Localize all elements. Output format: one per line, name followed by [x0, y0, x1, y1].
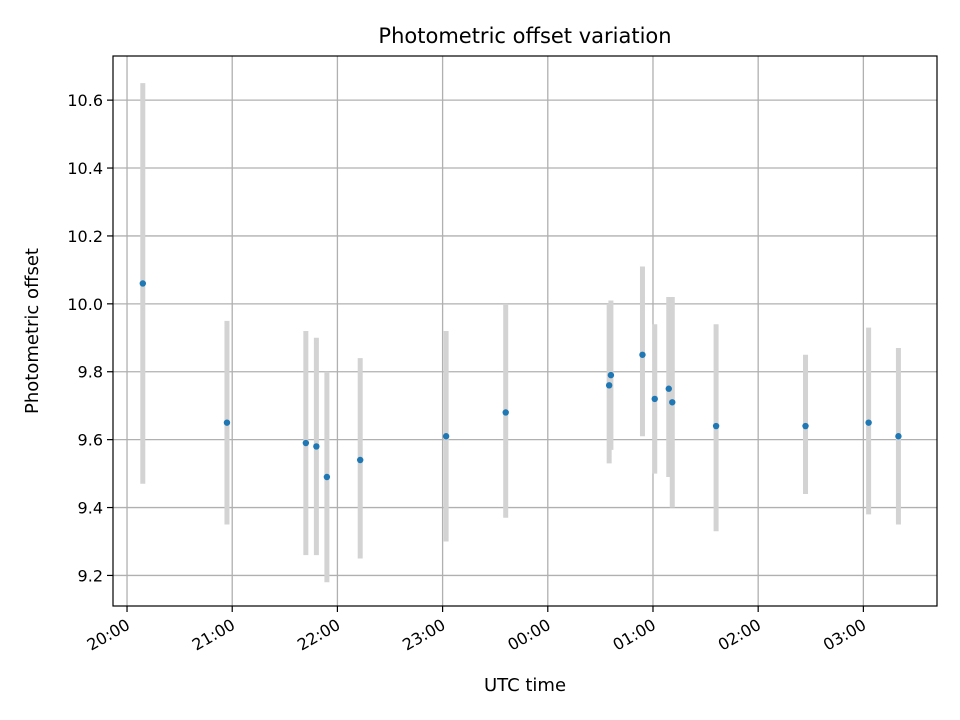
- y-tick-label: 9.4: [78, 499, 103, 518]
- x-axis-label: UTC time: [484, 675, 566, 696]
- data-point: [802, 422, 809, 430]
- plot-frame: [112, 55, 938, 607]
- data-point: [639, 351, 646, 358]
- data-point: [865, 419, 872, 426]
- data-point: [895, 433, 902, 440]
- data-point: [712, 422, 720, 430]
- data-point: [302, 439, 310, 447]
- y-tick-label: 10.6: [67, 91, 103, 110]
- data-point: [139, 280, 147, 287]
- y-tick-label: 10.0: [67, 295, 103, 314]
- data-point: [313, 443, 320, 450]
- y-axis-label: Photometric offset: [22, 248, 43, 414]
- y-tick-label: 10.4: [67, 159, 103, 178]
- chart-title: Photometric offset variation: [378, 24, 671, 48]
- data-point: [223, 419, 231, 426]
- data-point: [665, 385, 672, 392]
- y-axis-ticks: 9.2 9.4 9.6 9.8 10.0 10.2 10.4 10.6: [67, 91, 113, 585]
- data-point: [605, 382, 613, 389]
- data-point: [323, 473, 331, 481]
- y-tick-label: 9.8: [78, 363, 103, 382]
- data-point: [651, 395, 658, 403]
- y-tick-label: 10.2: [67, 227, 103, 246]
- grid: [113, 56, 937, 606]
- data-point: [442, 433, 450, 440]
- data-point: [669, 399, 676, 406]
- data-point: [607, 371, 615, 379]
- data-points: [139, 280, 902, 481]
- data-point: [502, 409, 509, 416]
- y-tick-label: 9.6: [78, 431, 103, 450]
- data-point: [357, 456, 364, 464]
- y-tick-label: 9.2: [78, 566, 103, 585]
